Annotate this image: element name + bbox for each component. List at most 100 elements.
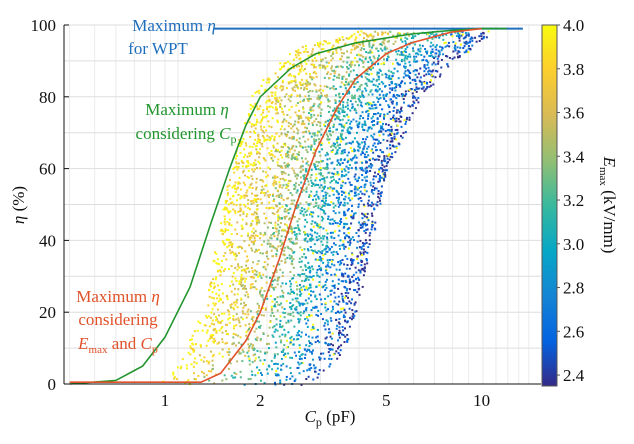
scatter-point bbox=[228, 223, 231, 226]
scatter-point bbox=[309, 97, 312, 100]
scatter-point bbox=[313, 66, 315, 69]
scatter-point bbox=[255, 118, 258, 121]
scatter-point bbox=[446, 63, 449, 66]
scatter-point bbox=[451, 57, 454, 60]
scatter-point bbox=[245, 271, 248, 274]
scatter-point bbox=[334, 114, 337, 116]
scatter-point bbox=[251, 269, 254, 272]
scatter-point bbox=[367, 219, 370, 222]
scatter-point bbox=[303, 225, 306, 228]
scatter-point bbox=[343, 115, 346, 118]
scatter-point bbox=[337, 181, 339, 184]
scatter-point bbox=[262, 188, 265, 191]
scatter-point bbox=[246, 176, 249, 178]
scatter-point bbox=[243, 156, 245, 159]
scatter-point bbox=[252, 344, 255, 347]
scatter-point bbox=[308, 112, 310, 115]
scatter-point bbox=[246, 189, 249, 192]
scatter-point bbox=[355, 74, 358, 77]
scatter-point bbox=[328, 138, 331, 141]
scatter-point bbox=[345, 295, 348, 298]
scatter-point bbox=[284, 261, 287, 264]
scatter-point bbox=[365, 110, 368, 113]
scatter-point bbox=[412, 100, 415, 103]
scatter-point bbox=[212, 323, 215, 326]
scatter-point bbox=[366, 161, 368, 164]
scatter-point bbox=[278, 186, 281, 189]
scatter-point bbox=[408, 116, 411, 119]
scatter-point bbox=[274, 247, 277, 250]
scatter-point bbox=[349, 316, 352, 319]
scatter-point bbox=[334, 243, 337, 246]
scatter-point bbox=[307, 183, 310, 186]
scatter-point bbox=[426, 39, 429, 42]
scatter-point bbox=[330, 59, 333, 62]
scatter-point bbox=[333, 187, 336, 190]
y-tick-label: 20 bbox=[39, 303, 56, 322]
scatter-point bbox=[326, 138, 329, 141]
scatter-point bbox=[351, 253, 354, 256]
scatter-point bbox=[241, 284, 244, 287]
scatter-point bbox=[266, 108, 268, 111]
scatter-point bbox=[238, 182, 241, 185]
scatter-point bbox=[224, 230, 226, 233]
scatter-point bbox=[402, 131, 405, 134]
scatter-point bbox=[312, 105, 315, 107]
scatter-point bbox=[303, 88, 305, 91]
scatter-point bbox=[247, 378, 250, 381]
scatter-point bbox=[333, 75, 336, 77]
scatter-point bbox=[317, 114, 319, 117]
scatter-point bbox=[266, 99, 269, 102]
scatter-point bbox=[318, 186, 321, 189]
scatter-point bbox=[389, 77, 392, 80]
scatter-point bbox=[350, 63, 353, 66]
scatter-point bbox=[375, 158, 378, 161]
scatter-point bbox=[222, 241, 225, 244]
scatter-point bbox=[318, 226, 321, 229]
scatter-point bbox=[181, 358, 184, 361]
scatter-point bbox=[308, 265, 311, 268]
scatter-point bbox=[221, 338, 224, 341]
scatter-point bbox=[300, 260, 303, 263]
annotation-emax-line1: Maximum η bbox=[76, 287, 160, 306]
scatter-point bbox=[306, 316, 309, 319]
scatter-point bbox=[318, 293, 321, 296]
scatter-point bbox=[356, 89, 359, 92]
scatter-point bbox=[326, 153, 329, 156]
scatter-point bbox=[321, 318, 324, 321]
scatter-point bbox=[351, 140, 354, 143]
scatter-point bbox=[379, 149, 382, 152]
scatter-point bbox=[314, 204, 317, 207]
scatter-point bbox=[390, 98, 392, 101]
scatter-point bbox=[172, 373, 175, 376]
scatter-point bbox=[276, 189, 279, 192]
scatter-point bbox=[407, 55, 409, 58]
scatter-point bbox=[276, 367, 279, 370]
scatter-point bbox=[305, 47, 308, 50]
scatter-point bbox=[310, 53, 313, 56]
scatter-point bbox=[319, 43, 322, 46]
scatter-point bbox=[192, 350, 195, 353]
scatter-point bbox=[415, 55, 418, 58]
scatter-point bbox=[337, 107, 340, 110]
scatter-point bbox=[414, 96, 417, 99]
scatter-point bbox=[338, 244, 341, 247]
scatter-point bbox=[332, 173, 335, 175]
scatter-point bbox=[388, 91, 391, 94]
scatter-point bbox=[280, 145, 283, 148]
scatter-point bbox=[289, 248, 292, 250]
scatter-point bbox=[429, 81, 432, 84]
scatter-point bbox=[289, 116, 292, 119]
scatter-point bbox=[293, 231, 296, 233]
scatter-point bbox=[296, 85, 299, 88]
scatter-point bbox=[389, 117, 392, 120]
scatter-point bbox=[286, 346, 289, 349]
scatter-point bbox=[348, 164, 351, 167]
scatter-point bbox=[302, 135, 305, 138]
scatter-point bbox=[201, 370, 203, 373]
scatter-point bbox=[431, 74, 433, 77]
scatter-point bbox=[359, 114, 362, 117]
scatter-point bbox=[358, 88, 361, 91]
scatter-point bbox=[438, 53, 441, 56]
scatter-point bbox=[298, 58, 301, 60]
